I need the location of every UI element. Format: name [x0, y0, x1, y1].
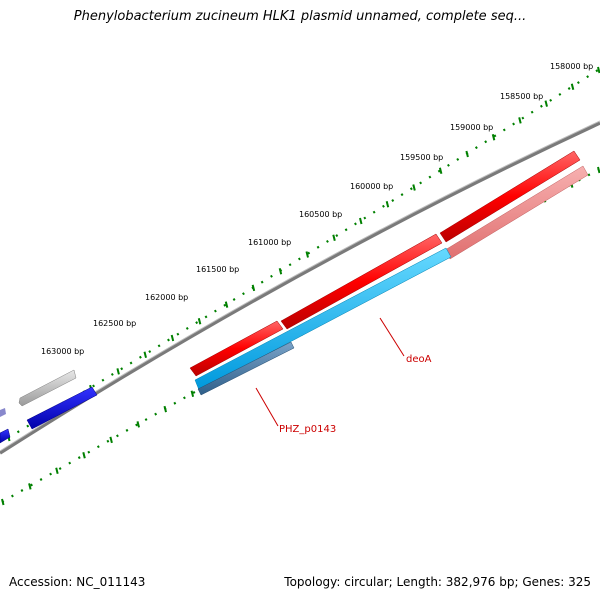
gene-forward-1[interactable] — [189, 320, 284, 377]
cds-track-main[interactable] — [194, 247, 452, 391]
sequence-backbone-highlight — [0, 120, 600, 452]
inner-major-tick-22 — [597, 166, 600, 174]
outer-major-tick-20 — [544, 100, 548, 107]
summary-label: Topology: circular; Length: 382,976 bp; … — [284, 575, 591, 589]
gene-label-phz: PHZ_p0143 — [279, 424, 336, 435]
gene-forward-2[interactable] — [280, 233, 443, 330]
gene-forward-light[interactable] — [444, 165, 589, 260]
tick-label-159500: 159500 bp — [400, 153, 443, 162]
outer-major-tick-12 — [332, 234, 336, 242]
tick-label-160000: 160000 bp — [350, 182, 393, 191]
inner-major-tick-0 — [1, 498, 5, 506]
gene-blue-1[interactable] — [26, 386, 98, 430]
tick-label-162500: 162500 bp — [93, 319, 136, 328]
outer-major-tick-4 — [116, 368, 120, 375]
tick-label-161000: 161000 bp — [248, 238, 291, 247]
outer-major-tick-16 — [438, 167, 443, 175]
outer-major-tick-21 — [570, 83, 575, 91]
outer-major-tick-11 — [305, 251, 309, 258]
outer-major-tick-19 — [518, 117, 522, 124]
outer-major-tick-18 — [491, 133, 496, 141]
inner-major-tick-2 — [55, 467, 59, 475]
outer-tick-ruler — [7, 69, 599, 439]
gene-blue-2[interactable] — [0, 428, 11, 444]
gene-label-deoA: deoA — [406, 354, 432, 365]
gene-grey[interactable] — [18, 369, 77, 407]
map-title: Phenylobacterium zucineum HLK1 plasmid u… — [73, 9, 527, 24]
tick-label-159000: 159000 bp — [450, 123, 493, 132]
phz-leader-line — [255, 387, 279, 427]
inner-major-tick-4 — [109, 436, 113, 444]
outer-major-tick-7 — [197, 318, 202, 325]
tick-label-160500: 160500 bp — [299, 210, 342, 219]
cds-track-secondary[interactable] — [197, 341, 295, 396]
tick-label-162000: 162000 bp — [145, 293, 188, 302]
outer-major-tick-14 — [385, 201, 390, 208]
tick-label-163000: 163000 bp — [41, 347, 84, 356]
deoA-leader-line — [379, 317, 405, 357]
outer-major-tick-17 — [465, 150, 469, 158]
tick-label-158000: 158000 bp — [550, 62, 593, 71]
sequence-backbone — [0, 121, 600, 455]
inner-major-tick-5 — [136, 421, 140, 428]
gene-fragment-left[interactable] — [0, 408, 6, 417]
outer-major-ticks — [7, 66, 600, 442]
outer-major-tick-5 — [143, 351, 147, 358]
outer-major-tick-22 — [597, 66, 600, 74]
inner-major-tick-1 — [28, 483, 32, 490]
tick-label-158500: 158500 bp — [500, 92, 543, 101]
tick-label-161500: 161500 bp — [196, 265, 239, 274]
outer-major-tick-8 — [224, 301, 229, 308]
gene-forward-3[interactable] — [439, 150, 581, 243]
outer-major-tick-15 — [412, 184, 416, 191]
inner-major-tick-3 — [82, 452, 86, 459]
outer-major-tick-13 — [359, 217, 363, 225]
accession-label: Accession: NC_011143 — [9, 575, 146, 589]
outer-major-tick-9 — [251, 284, 256, 292]
outer-major-tick-6 — [170, 334, 175, 342]
inner-major-tick-6 — [163, 405, 167, 413]
outer-major-tick-10 — [278, 267, 283, 275]
inner-major-tick-7 — [190, 390, 195, 398]
